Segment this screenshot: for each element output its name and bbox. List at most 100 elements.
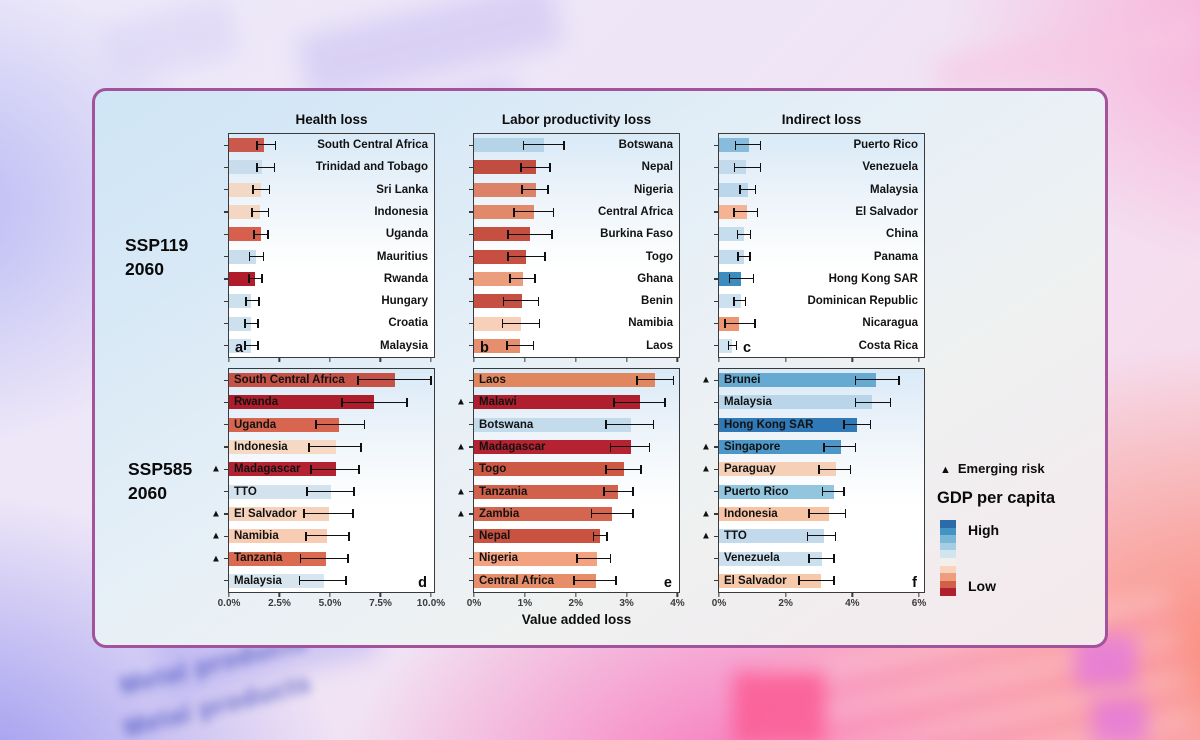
x-tick [524, 592, 526, 597]
country-label-rwanda: Rwanda [383, 272, 428, 285]
error-bar [734, 300, 746, 302]
y-tick [714, 513, 719, 515]
country-label-central-africa: Central Africa [598, 205, 673, 218]
error-bar-cap [733, 207, 735, 217]
panel-letter-f: f [912, 575, 917, 591]
country-label-malaysia: Malaysia [870, 183, 918, 196]
x-tick [575, 357, 577, 362]
x-tick-label: 2% [568, 598, 583, 609]
emerging-risk-label: Emerging risk [957, 461, 1045, 476]
y-tick [224, 300, 229, 302]
error-bar [729, 278, 754, 280]
country-label-venezuela: Venezuela [724, 552, 780, 565]
error-bar-cap [672, 375, 675, 385]
error-bar-cap [252, 185, 255, 195]
x-tick [851, 357, 853, 362]
error-bar [503, 300, 539, 302]
country-label-burkina-faso: Burkina Faso [600, 228, 673, 241]
emerging-risk-icon: ▲ [701, 374, 711, 386]
error-bar-cap [258, 296, 261, 306]
country-label-rwanda: Rwanda [234, 396, 279, 409]
y-tick [224, 345, 229, 347]
colorbar-step [940, 535, 956, 543]
error-bar [636, 379, 674, 381]
y-tick [469, 256, 474, 258]
y-tick [224, 424, 229, 426]
emerging-risk-icon: ▲ [940, 464, 951, 476]
country-label-tanzania: Tanzania [479, 485, 528, 498]
bar-el-salvador [719, 205, 748, 220]
error-bar-cap [615, 576, 617, 586]
error-bar-cap [532, 341, 535, 351]
error-bar-cap [754, 185, 757, 195]
error-bar-cap [833, 576, 835, 586]
emerging-risk-icon: ▲ [456, 396, 466, 408]
error-bar [855, 379, 899, 381]
x-tick [473, 592, 475, 597]
background-ghost-cell [1092, 698, 1147, 740]
country-label-zambia: Zambia [479, 507, 520, 520]
x-tick [228, 357, 230, 362]
y-tick [224, 278, 229, 280]
colorbar-step [940, 588, 956, 596]
x-tick-label: 1% [517, 598, 533, 609]
x-tick-label: 5.0% [318, 598, 342, 609]
y-tick [714, 256, 719, 258]
x-tick [473, 357, 475, 362]
y-tick [714, 233, 719, 235]
country-label-el-salvador: El Salvador [234, 507, 297, 520]
x-tick-label: 4% [845, 598, 860, 609]
x-tick [524, 357, 526, 362]
error-bar-cap [502, 296, 505, 306]
bar-tto [229, 484, 331, 499]
error-bar-cap [256, 140, 259, 150]
error-bar [306, 490, 355, 492]
y-tick [224, 580, 229, 582]
error-bar-cap [821, 487, 824, 497]
x-tick-label: 4% [670, 598, 685, 609]
error-bar-cap [834, 531, 837, 541]
country-label-botswana: Botswana [479, 418, 534, 431]
error-bar [308, 446, 362, 448]
legend-gdp-title: GDP per capita [937, 489, 1055, 507]
error-bar-cap [347, 554, 349, 564]
error-bar-cap [749, 229, 752, 239]
error-bar [855, 401, 891, 403]
country-label-central-africa: Central Africa [479, 574, 554, 587]
error-bar-cap [602, 487, 605, 497]
error-bar-cap [507, 229, 509, 239]
y-tick [224, 491, 229, 493]
y-tick [469, 557, 474, 560]
error-bar-cap [307, 442, 310, 452]
scenario-year: 2060 [125, 259, 164, 280]
error-bar-cap [843, 420, 845, 430]
error-bar [809, 513, 846, 515]
country-label-paraguay: Paraguay [724, 463, 776, 476]
country-label-nepal: Nepal [479, 530, 511, 543]
bar-malawi [474, 395, 640, 410]
error-bar-cap [733, 162, 736, 172]
colorbar-step [940, 550, 956, 558]
error-bar-cap [739, 185, 741, 195]
y-tick [714, 144, 719, 146]
country-label-singapore: Singapore [724, 440, 781, 453]
y-tick [714, 468, 719, 470]
error-bar-cap [274, 140, 277, 150]
country-label-indonesia: Indonesia [724, 507, 778, 520]
country-label-togo: Togo [479, 463, 507, 476]
x-tick [278, 357, 281, 362]
country-label-malawi: Malawi [479, 396, 517, 409]
emerging-risk-icon: ▲ [701, 508, 711, 520]
error-bar-cap [248, 252, 251, 262]
error-bar-cap [854, 375, 857, 385]
x-tick-label: 10.0% [416, 598, 446, 609]
error-bar [507, 345, 534, 347]
y-tick [714, 345, 719, 347]
error-bar-cap [889, 397, 892, 407]
error-bar [249, 255, 264, 257]
country-label-puerto-rico: Puerto Rico [853, 139, 918, 151]
error-bar-cap [257, 319, 260, 329]
background-ghost-rect [933, 10, 1200, 98]
error-bar-cap [357, 375, 360, 385]
x-tick [625, 592, 628, 597]
